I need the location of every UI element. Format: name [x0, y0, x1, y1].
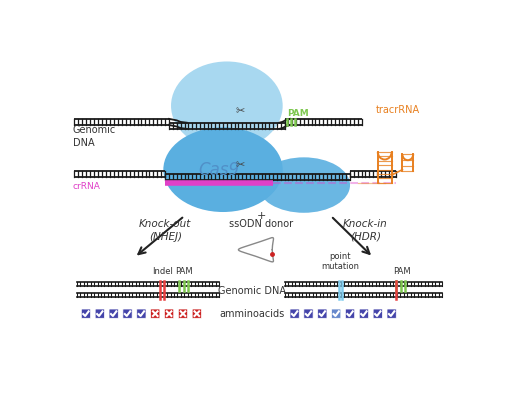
- FancyBboxPatch shape: [304, 309, 313, 318]
- FancyBboxPatch shape: [109, 309, 118, 318]
- Text: ssODN donor: ssODN donor: [229, 218, 293, 228]
- Text: PAM: PAM: [175, 267, 193, 276]
- FancyBboxPatch shape: [81, 309, 90, 318]
- FancyBboxPatch shape: [95, 309, 104, 318]
- FancyBboxPatch shape: [165, 309, 174, 318]
- Text: +: +: [257, 211, 266, 221]
- FancyBboxPatch shape: [373, 309, 382, 318]
- Text: Genomic
DNA: Genomic DNA: [73, 125, 116, 148]
- FancyBboxPatch shape: [137, 309, 146, 318]
- FancyBboxPatch shape: [359, 309, 368, 318]
- FancyBboxPatch shape: [387, 309, 396, 318]
- Text: PAM: PAM: [287, 109, 309, 118]
- FancyBboxPatch shape: [290, 309, 299, 318]
- Ellipse shape: [171, 62, 283, 150]
- FancyBboxPatch shape: [345, 309, 355, 318]
- Text: PAM: PAM: [393, 267, 411, 276]
- Text: Knock-out
(NHEJ): Knock-out (NHEJ): [139, 219, 192, 242]
- Text: point
mutation: point mutation: [321, 252, 359, 271]
- Text: Indel: Indel: [152, 267, 173, 276]
- Text: ✂: ✂: [236, 106, 245, 116]
- Text: crRNA: crRNA: [73, 182, 101, 191]
- Text: Knock-in
(HDR): Knock-in (HDR): [343, 219, 388, 242]
- Ellipse shape: [164, 127, 283, 212]
- Text: ✂: ✂: [236, 161, 245, 171]
- Text: Genomic DNA: Genomic DNA: [218, 286, 286, 296]
- FancyBboxPatch shape: [123, 309, 132, 318]
- Ellipse shape: [258, 157, 350, 213]
- FancyBboxPatch shape: [318, 309, 327, 318]
- Text: Cas9: Cas9: [199, 161, 240, 179]
- Text: tracrRNA: tracrRNA: [376, 105, 420, 115]
- FancyBboxPatch shape: [151, 309, 160, 318]
- FancyBboxPatch shape: [178, 309, 188, 318]
- FancyBboxPatch shape: [332, 309, 341, 318]
- Text: amminoacids: amminoacids: [220, 309, 285, 319]
- FancyBboxPatch shape: [192, 309, 201, 318]
